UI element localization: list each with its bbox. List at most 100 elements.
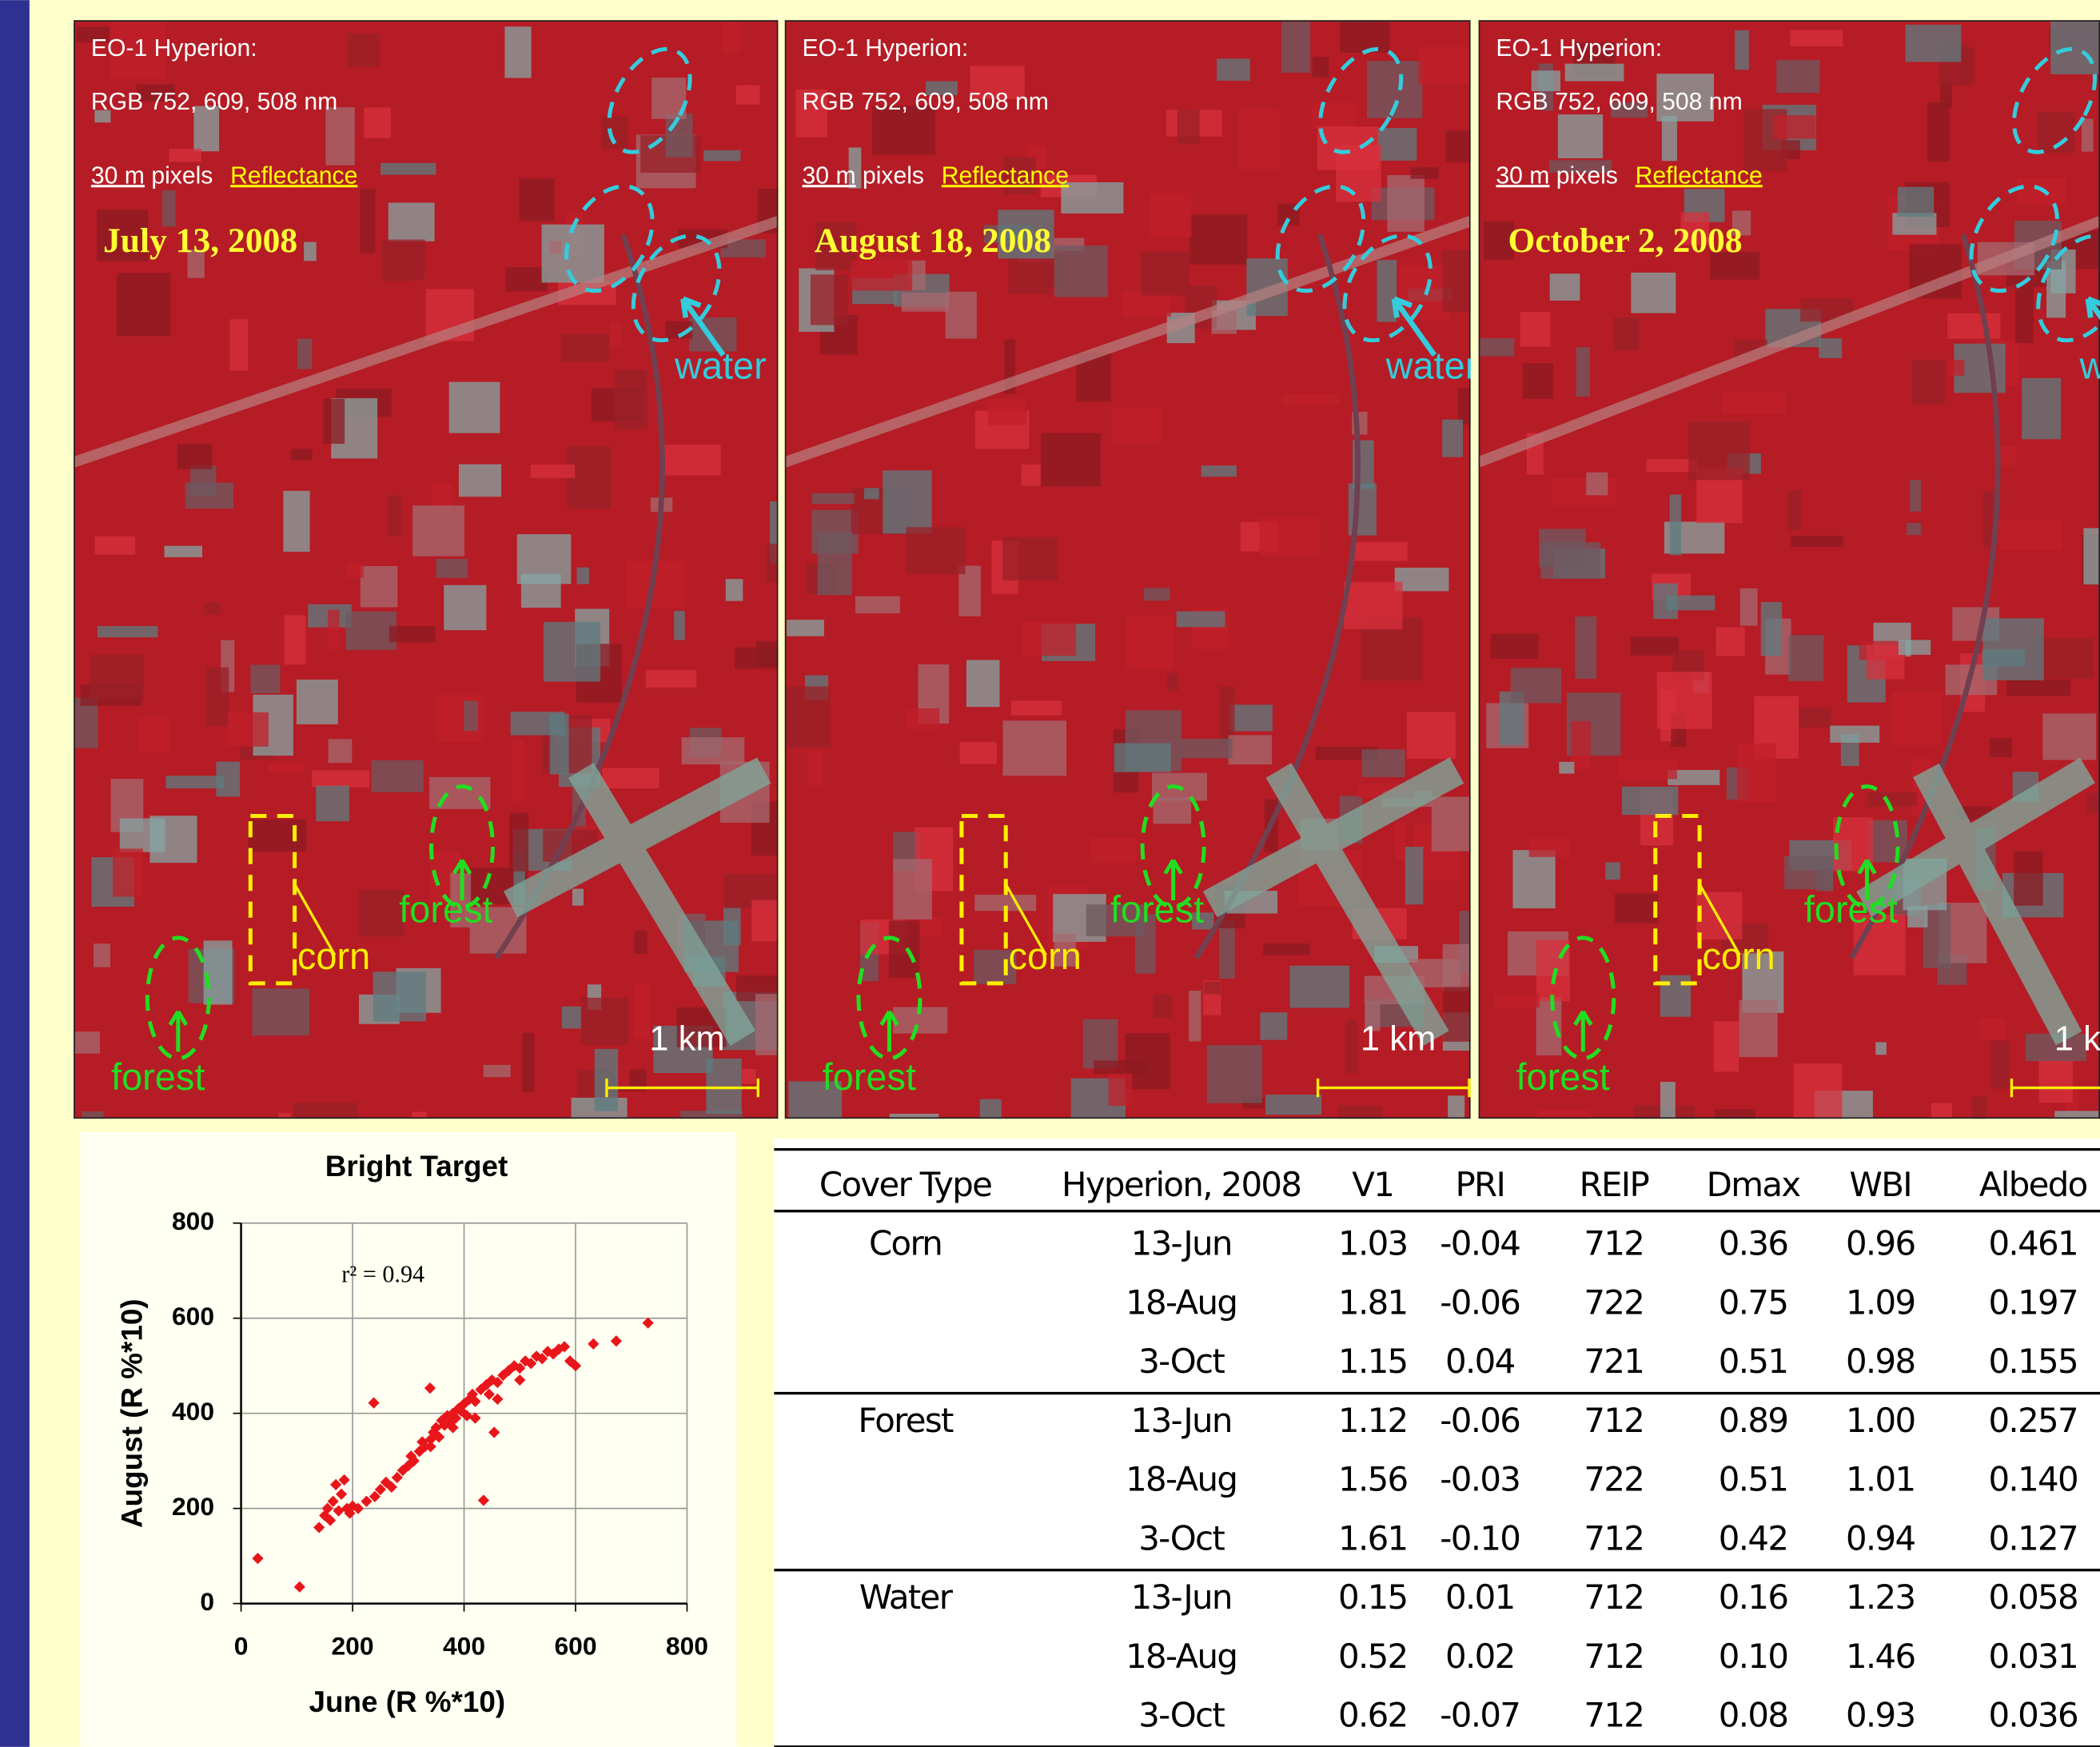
image-patch [1979, 1018, 2005, 1040]
image-patch [1761, 602, 1782, 656]
image-patch [117, 273, 171, 336]
image-patch [1550, 273, 1580, 301]
image-patch [682, 737, 745, 764]
table-cell: 1.03 [1338, 1224, 1408, 1263]
image-patch [1790, 30, 1843, 47]
image-patch [1344, 582, 1402, 629]
image-patch [291, 449, 313, 461]
image-patch [512, 740, 525, 801]
image-patch [361, 566, 398, 607]
table-cell: 712 [1584, 1577, 1644, 1617]
panel-bands: RGB 752, 609, 508 nm [1496, 89, 1742, 115]
scale-label: 1 km [649, 1019, 724, 1058]
image-patch [177, 444, 212, 469]
image-patch [1154, 995, 1171, 1018]
panel-date: August 18, 2008 [815, 221, 1051, 260]
table-cell: 1.56 [1338, 1460, 1408, 1499]
image-patch [297, 339, 312, 369]
image-patch [2015, 286, 2034, 343]
image-patch [1586, 473, 1608, 496]
table-cell: -0.04 [1440, 1224, 1520, 1263]
table-cell: 712 [1584, 1695, 1644, 1734]
image-patch [1345, 1020, 1357, 1073]
water-label: water [2078, 345, 2100, 386]
table-cell: 0.10 [1719, 1637, 1788, 1676]
image-patch [1395, 822, 1405, 860]
image-patch [249, 820, 307, 852]
image-patch [1615, 894, 1658, 923]
table-cell: 1.23 [1846, 1577, 1915, 1617]
image-patch [742, 1069, 755, 1084]
image-patch [602, 768, 659, 788]
image-patch [1520, 312, 1551, 347]
image-patch [893, 859, 932, 919]
image-patch [1794, 1063, 1843, 1123]
image-patch [1906, 25, 1962, 62]
image-patch [1229, 735, 1272, 764]
image-patch [889, 920, 920, 978]
table-cell: 1.12 [1338, 1401, 1408, 1440]
image-patch [883, 470, 931, 533]
table-cell: 0.155 [1988, 1342, 2078, 1381]
table-header: V1 [1352, 1165, 1393, 1204]
image-patch [323, 399, 345, 444]
image-patch [1061, 182, 1123, 213]
y-tick-label: 600 [172, 1302, 214, 1330]
image-patch [250, 665, 280, 694]
image-patch [1109, 1071, 1133, 1107]
image-patch [1011, 700, 1062, 715]
image-patch [1631, 636, 1679, 655]
image-patch [1791, 536, 1843, 547]
table-cell: 0.52 [1338, 1637, 1408, 1676]
satellite-panel: EO-1 Hyperion:RGB 752, 609, 508 nm30 mpi… [74, 20, 810, 1162]
table-cell: 3-Oct [1138, 1342, 1225, 1381]
table-cell: 0.02 [1445, 1637, 1515, 1676]
table-cell: -0.06 [1440, 1282, 1520, 1322]
table-cell: 0.62 [1338, 1695, 1408, 1734]
image-patch [304, 242, 317, 261]
image-patch [149, 816, 197, 863]
image-patch [1868, 792, 1917, 807]
image-patch [1511, 668, 1561, 703]
table-cell: 0.08 [1719, 1695, 1788, 1734]
image-patch [1204, 982, 1221, 995]
image-patch [228, 712, 269, 747]
image-patch [1830, 726, 1879, 743]
image-patch [1002, 537, 1058, 580]
image-patch [1617, 759, 1677, 779]
image-patch [726, 579, 743, 600]
image-patch [1022, 621, 1076, 656]
image-patch [1559, 762, 1574, 774]
image-patch [436, 559, 468, 578]
satellite-panel: EO-1 Hyperion:RGB 752, 609, 508 nm30 mpi… [1479, 20, 2100, 1151]
image-patch [787, 620, 824, 636]
image-patch [1149, 193, 1191, 237]
image-patch [1094, 1060, 1148, 1074]
image-patch [1114, 743, 1171, 772]
table-cell: -0.10 [1440, 1518, 1520, 1558]
image-patch [1529, 839, 1571, 857]
image-patch [946, 292, 977, 339]
image-patch [1144, 588, 1170, 600]
image-patch [735, 648, 779, 669]
image-patch [723, 22, 740, 54]
table-cell: 0.036 [1988, 1695, 2078, 1734]
image-patch [1776, 60, 1819, 93]
image-patch [1178, 110, 1200, 145]
corn-label: corn [1009, 935, 1082, 977]
image-patch [864, 488, 879, 499]
table-header: WBI [1850, 1165, 1911, 1204]
forest-label: forest [1804, 888, 1898, 930]
side-strip [0, 0, 30, 1747]
image-patch [382, 240, 425, 281]
image-patch [1982, 649, 2025, 666]
image-patch [138, 717, 170, 752]
image-patch [661, 445, 720, 475]
image-patch [560, 333, 609, 361]
image-patch [1947, 360, 1964, 376]
image-patch [328, 610, 339, 651]
image-patch [1910, 480, 1921, 511]
table-header: Albedo [1979, 1165, 2087, 1204]
image-patch [74, 1031, 100, 1054]
table-cell: 0.04 [1445, 1342, 1515, 1381]
